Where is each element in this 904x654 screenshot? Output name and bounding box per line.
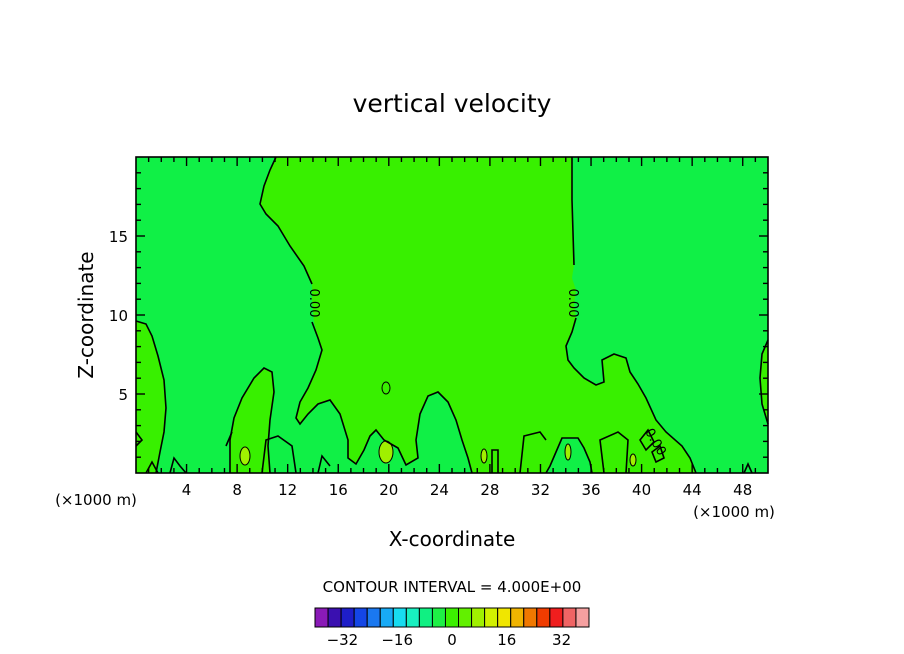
x-tick-label: 48 <box>733 481 752 499</box>
colorbar: −32 −16 0 16 32 <box>314 607 590 649</box>
colorbar-tick-label: 16 <box>497 631 516 649</box>
colorbar-tick-label: −32 <box>327 631 359 649</box>
contour-line-right-zero <box>571 157 575 266</box>
x-tick-label: 44 <box>683 481 702 499</box>
field-cell <box>480 448 488 464</box>
contour-lines <box>135 156 769 474</box>
x-tick-label: 24 <box>430 481 449 499</box>
contour-line-left-zero <box>259 156 313 285</box>
x-axis-title: X-coordinate <box>389 527 516 551</box>
colorbar-swatch <box>444 607 460 628</box>
field-cell <box>629 453 637 467</box>
colorbar-swatch <box>327 607 342 628</box>
x-tick-label: 32 <box>531 481 550 499</box>
contour-line-left-cell <box>229 367 275 474</box>
y-tick-label: 15 <box>109 228 128 246</box>
x-tick-label: 36 <box>581 481 600 499</box>
contour-interval-label: CONTOUR INTERVAL = 4.000E+00 <box>323 578 582 596</box>
contour-line-right-edge <box>759 339 769 425</box>
y-tick-label: 10 <box>109 307 128 325</box>
contour-line-right-zero-lower <box>565 317 697 474</box>
colorbar-swatch <box>379 607 394 628</box>
x-tick-label: 8 <box>232 481 242 499</box>
contour-line-surface-ripples <box>135 428 753 474</box>
plot-area: 0.00 0.00 0.00 <box>135 156 769 474</box>
x-tick-label: 4 <box>182 481 192 499</box>
colorbar-swatch <box>549 607 564 628</box>
colorbar-swatch <box>340 607 355 628</box>
colorbar-swatch <box>484 607 499 628</box>
colorbar-swatch <box>431 607 446 628</box>
x-axis-unit-left: (×1000 m) <box>55 491 137 509</box>
y-tick-label: 5 <box>118 386 128 404</box>
contour-label: 0.00 <box>565 289 580 318</box>
x-axis: 4 8 12 16 20 24 28 32 36 40 44 48 <box>147 157 757 499</box>
contour-line-right-cell <box>545 437 593 474</box>
colorbar-swatch <box>418 607 433 628</box>
colorbar-swatch <box>536 607 551 628</box>
colorbar-tick-label: 32 <box>552 631 571 649</box>
colorbar-swatch <box>523 607 538 628</box>
colorbar-swatch <box>575 607 590 628</box>
y-axis: 5 10 15 <box>109 172 768 458</box>
field-cell <box>239 446 251 466</box>
y-axis-title: Z-coordinate <box>74 251 98 378</box>
x-axis-unit-right: (×1000 m) <box>693 503 775 521</box>
field-cell <box>381 381 391 395</box>
colorbar-swatch <box>353 607 368 628</box>
colorbar-swatch <box>562 607 577 628</box>
chart-title: vertical velocity <box>353 89 552 118</box>
contour-label: 0.00 <box>306 289 321 318</box>
colorbar-swatch <box>458 607 473 628</box>
x-tick-label: 28 <box>480 481 499 499</box>
colorbar-swatch <box>497 607 512 628</box>
colorbar-swatch <box>510 607 525 628</box>
colorbar-swatch <box>366 607 381 628</box>
x-tick-label: 40 <box>632 481 651 499</box>
colorbar-tick-label: −16 <box>381 631 413 649</box>
colorbar-swatch <box>405 607 420 628</box>
contour-line-left-zero-lower <box>295 321 473 474</box>
colorbar-tick-label: 0 <box>447 631 457 649</box>
contour-line-left-tongue <box>135 320 167 474</box>
x-tick-label: 20 <box>379 481 398 499</box>
field-region-left-cell <box>230 368 274 473</box>
x-tick-label: 12 <box>278 481 297 499</box>
field-region-central <box>260 157 696 473</box>
field-cell <box>564 443 572 461</box>
colorbar-swatch <box>392 607 407 628</box>
x-tick-label: 16 <box>329 481 348 499</box>
colorbar-swatch <box>314 607 329 628</box>
colorbar-swatch <box>471 607 486 628</box>
